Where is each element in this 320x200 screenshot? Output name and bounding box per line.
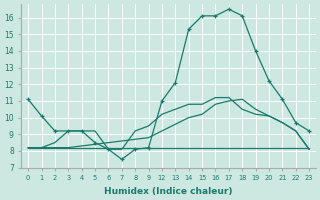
X-axis label: Humidex (Indice chaleur): Humidex (Indice chaleur)	[104, 187, 233, 196]
